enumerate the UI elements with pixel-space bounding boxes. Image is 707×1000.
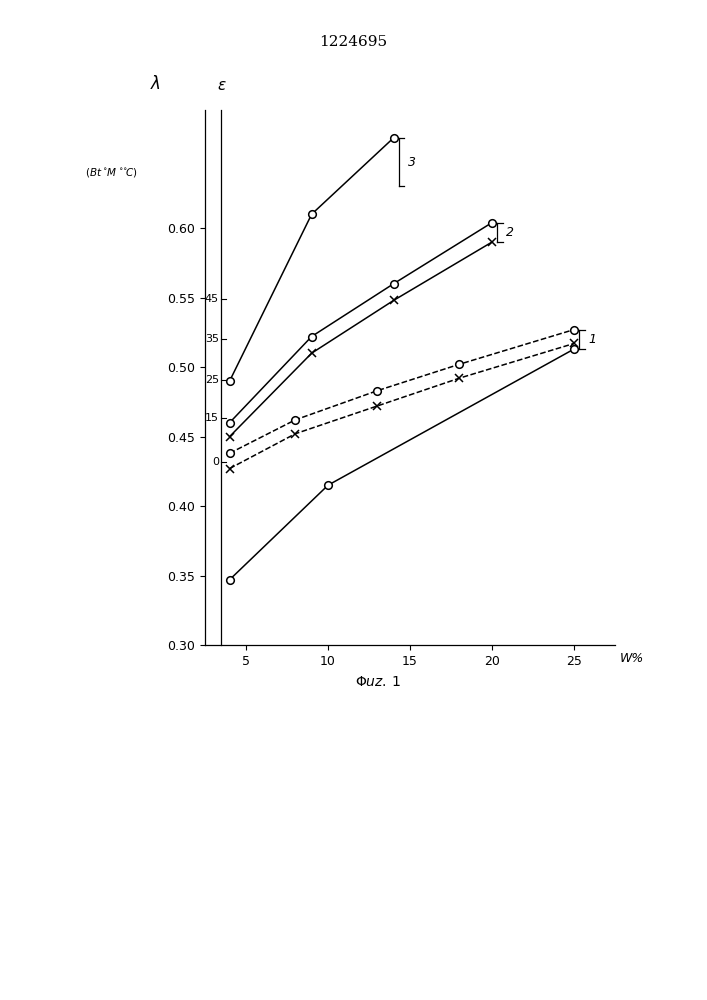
Text: $(\mathit{Bt}^\circ\!\mathit{M}^\circ\!\!^\circ\!\!C)$: $(\mathit{Bt}^\circ\!\mathit{M}^\circ\!\… bbox=[85, 166, 138, 179]
Text: 1224695: 1224695 bbox=[320, 35, 387, 49]
Text: W%: W% bbox=[620, 652, 644, 665]
Text: 15: 15 bbox=[205, 413, 219, 423]
Text: $\Phi u\mathit{z}.\,1$: $\Phi u\mathit{z}.\,1$ bbox=[355, 675, 402, 689]
Text: 2: 2 bbox=[506, 226, 514, 239]
Text: 25: 25 bbox=[205, 375, 219, 385]
Text: $\varepsilon$: $\varepsilon$ bbox=[216, 78, 226, 93]
Text: $\lambda$: $\lambda$ bbox=[151, 75, 161, 93]
Text: 1: 1 bbox=[588, 333, 596, 346]
Text: 45: 45 bbox=[205, 294, 219, 304]
Text: 35: 35 bbox=[205, 334, 219, 344]
Text: 3: 3 bbox=[408, 156, 416, 169]
Text: 0: 0 bbox=[212, 457, 219, 467]
